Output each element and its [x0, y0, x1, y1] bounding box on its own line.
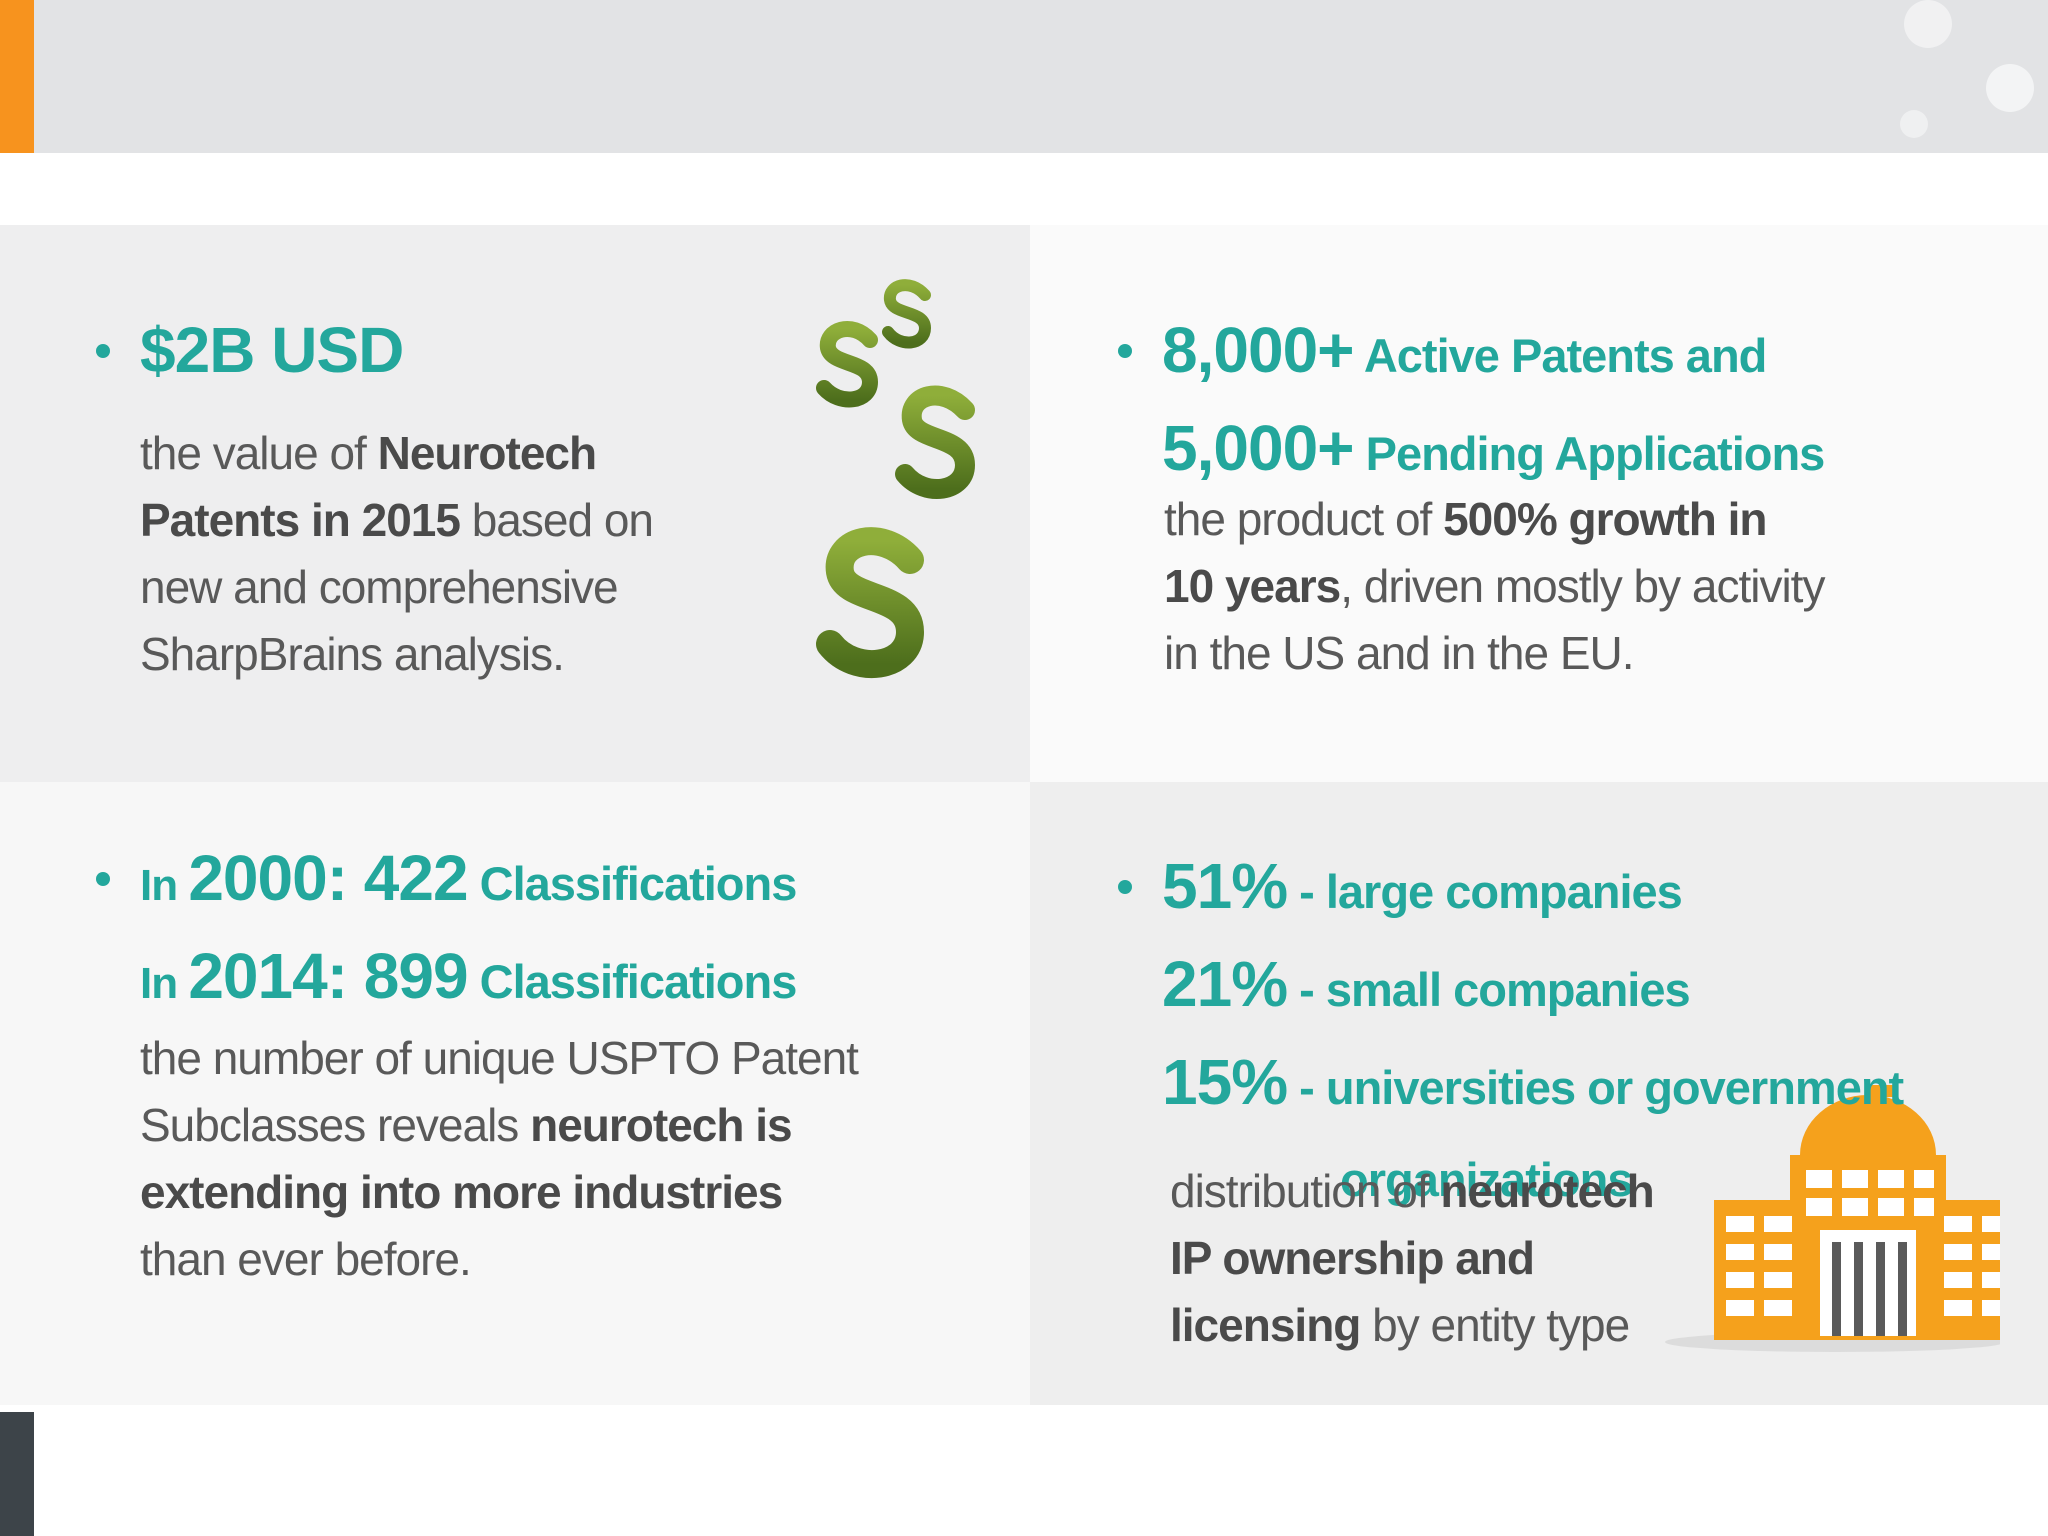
body-text: , driven mostly by activity	[1340, 560, 1825, 612]
headline-text: 5,000+	[1162, 412, 1355, 484]
body-line: than ever before.	[140, 1226, 858, 1293]
body: distribution of neurotech IP ownership an…	[1170, 1158, 1655, 1359]
headline-text: 51%	[1162, 850, 1288, 922]
body-text: 10 years	[1164, 560, 1341, 612]
body-line: IP ownership and	[1170, 1225, 1654, 1292]
headline-text: 15%	[1162, 1046, 1288, 1118]
headline-text: - small companies	[1287, 963, 1690, 1016]
headline-line: 51% - large companies	[1117, 846, 1903, 944]
dot	[1900, 110, 1928, 138]
headline-text: 2014: 899	[188, 940, 468, 1012]
headline-text: Active Patents and	[1353, 329, 1768, 382]
dollar-icon	[816, 266, 976, 722]
body-line: new and comprehensive	[140, 554, 653, 621]
building-icon	[1665, 1085, 2000, 1352]
body-text: extending into more industries	[140, 1166, 783, 1218]
body-text: licensing	[1170, 1299, 1361, 1351]
headline-text: 2000: 422	[188, 842, 468, 914]
headline-text: In	[140, 861, 189, 910]
headline: 8,000+ Active Patents and 5,000+ Pending …	[1117, 310, 1826, 506]
body-text: by entity type	[1360, 1299, 1630, 1351]
headline-text: In	[140, 959, 189, 1008]
body-line: extending into more industries	[140, 1159, 858, 1226]
body-line: licensing by entity type	[1170, 1292, 1654, 1359]
headline: In 2000: 422 Classifications In 2014: 899…	[95, 838, 798, 1034]
body-text: than ever before.	[140, 1233, 472, 1285]
dot	[1986, 64, 2034, 112]
body-line: the value of Neurotech	[140, 420, 653, 487]
panel-bg	[0, 225, 1030, 782]
dollar-signs	[816, 266, 976, 722]
headline-text: Classifications	[467, 857, 798, 910]
headline-line: In 2000: 422 Classifications	[95, 838, 798, 936]
header-dots	[1900, 0, 2034, 138]
body-text: Patents in 2015	[140, 494, 461, 546]
body-line: the product of 500% growth in	[1164, 486, 1824, 553]
body-text: the number of unique USPTO Patent	[140, 1032, 859, 1084]
dot	[1904, 0, 1952, 48]
headline-text: 8,000+	[1162, 314, 1355, 386]
body-line: distribution of neurotech	[1170, 1158, 1655, 1225]
body-line: Subclasses reveals neurotech is	[140, 1092, 858, 1159]
panel-bg	[0, 782, 1030, 1405]
headline-line: 15% - universities or government	[1162, 1042, 1904, 1140]
body-text: based on	[459, 494, 654, 546]
body-text: distribution of	[1170, 1165, 1441, 1217]
headline-line: In 2014: 899 Classifications	[140, 936, 798, 1034]
body-text: in the US and in the EU.	[1164, 627, 1635, 679]
headline-text: - large companies	[1287, 865, 1683, 918]
body: the value of Neurotech Patents in 2015 ba…	[140, 420, 654, 688]
header-band	[0, 0, 2048, 153]
panel-bg	[1030, 225, 2048, 782]
headline: 51% - large companies 21% - small compani…	[1117, 846, 1904, 1232]
body-line: the number of unique USPTO Patent	[140, 1025, 859, 1092]
body-text: neurotech is	[530, 1099, 793, 1151]
body-line: in the US and in the EU.	[1164, 620, 1824, 687]
body-line: SharpBrains analysis.	[140, 621, 653, 688]
headline: $2B USD	[95, 310, 404, 408]
dark-accent	[0, 1412, 34, 1536]
columns	[1832, 1242, 1907, 1336]
body-text: the product of	[1164, 493, 1444, 545]
body: the product of 500% growth in 10 years, d…	[1164, 486, 1825, 687]
headline-text: $2B USD	[140, 314, 404, 386]
body-text: 500% growth in	[1443, 493, 1767, 545]
body-line: Patents in 2015 based on	[140, 487, 654, 554]
headline-text: - universities or government	[1287, 1061, 1904, 1114]
headline-line: $2B USD	[95, 310, 404, 408]
body-text: SharpBrains analysis.	[140, 628, 565, 680]
orange-accent	[0, 0, 34, 153]
body-text: Subclasses reveals	[140, 1099, 531, 1151]
body-line: 10 years, driven mostly by activity	[1164, 553, 1825, 620]
headline-text: 21%	[1162, 948, 1288, 1020]
body-text: the value of	[140, 427, 378, 479]
body-text: Neurotech	[377, 427, 597, 479]
body-text: IP ownership and	[1170, 1232, 1535, 1284]
headline-line: 21% - small companies	[1162, 944, 1903, 1042]
body-text: neurotech	[1440, 1165, 1654, 1217]
body-text: new and comprehensive	[140, 561, 619, 613]
headline-line: 5,000+ Pending Applications	[1162, 408, 1826, 506]
headline-text: Classifications	[467, 955, 798, 1008]
headline-text: organizations	[1340, 1153, 1634, 1206]
headline-text: Pending Applications	[1353, 427, 1826, 480]
headline-line: organizations	[1162, 1140, 1903, 1232]
body: the number of unique USPTO Patent Subclas…	[140, 1025, 859, 1293]
headline-line: 8,000+ Active Patents and	[1117, 310, 1824, 408]
